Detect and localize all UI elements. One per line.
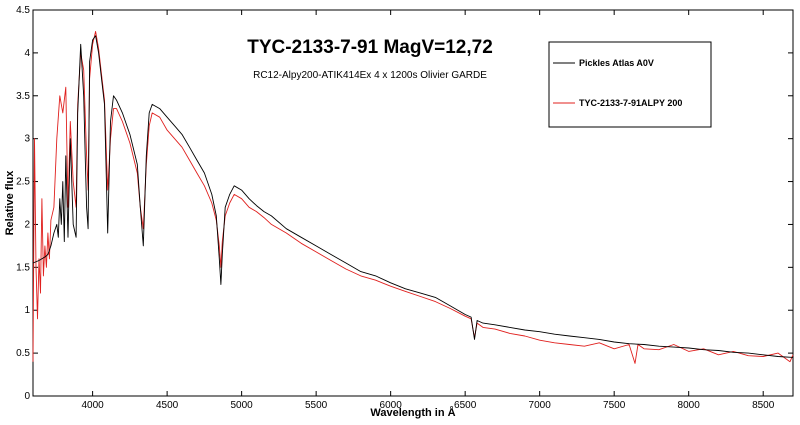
chart-title: TYC-2133-7-91 MagV=12,72 — [247, 37, 493, 58]
series-line-pickles — [32, 35, 794, 358]
legend: Pickles Atlas A0V TYC-2133-7-91ALPY 200 — [548, 41, 712, 128]
y-tick-label: 1 — [24, 305, 30, 316]
x-tick-label: 6000 — [380, 400, 403, 411]
x-tick-label: 5000 — [231, 400, 254, 411]
series-line-tyc — [32, 30, 794, 364]
x-tick-label: 5500 — [305, 400, 328, 411]
chart-subtitle: RC12-Alpy200-ATIK414Ex 4 x 1200s Olivier… — [253, 70, 487, 81]
y-tick-label: 2 — [24, 219, 30, 230]
x-tick-label: 7000 — [529, 400, 552, 411]
y-tick-label: 3.5 — [16, 91, 30, 102]
x-tick-label: 8000 — [678, 400, 701, 411]
x-tick-label: 8500 — [752, 400, 775, 411]
y-tick-label: 0.5 — [16, 348, 30, 359]
y-axis: 0 0.5 1 1.5 2 2.5 3 3.5 4 4.5 — [16, 5, 793, 402]
legend-label-tyc: TYC-2133-7-91ALPY 200 — [579, 98, 682, 108]
x-tick-label: 7500 — [603, 400, 626, 411]
plot-frame — [32, 9, 794, 397]
y-tick-label: 2.5 — [16, 177, 30, 188]
legend-box — [548, 41, 712, 128]
x-tick-label: 6500 — [454, 400, 477, 411]
x-tick-label: 4000 — [81, 400, 104, 411]
y-tick-label: 4 — [24, 48, 30, 59]
x-tick-label: 4500 — [156, 400, 179, 411]
legend-label-pickles: Pickles Atlas A0V — [579, 58, 654, 68]
y-tick-label: 0 — [24, 391, 30, 402]
x-axis-label: Wavelength in Å — [370, 406, 455, 419]
series-layer — [32, 30, 794, 364]
y-tick-label: 4.5 — [16, 5, 30, 16]
y-tick-label: 3 — [24, 134, 30, 145]
y-axis-label: Relative flux — [4, 170, 16, 236]
y-tick-label: 1.5 — [16, 262, 30, 273]
x-axis: 4000 4500 5000 5500 6000 6500 7000 7500 8000 8500 — [81, 10, 775, 411]
